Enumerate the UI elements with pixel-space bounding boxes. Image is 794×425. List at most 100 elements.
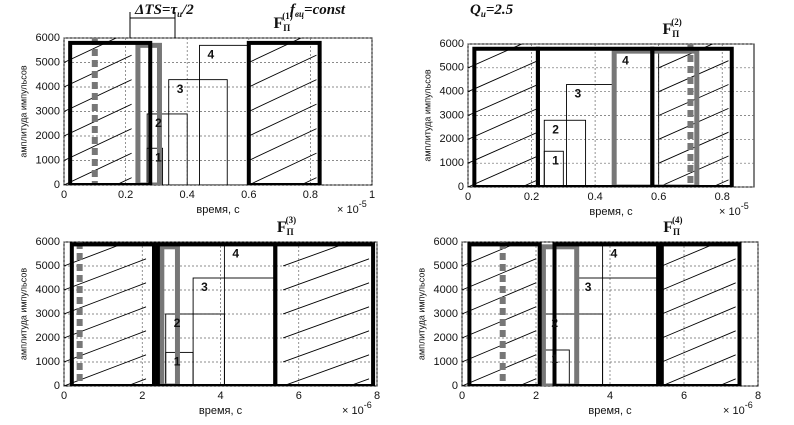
hatch-line — [248, 103, 317, 137]
x-multiplier: × 10-5 — [337, 199, 367, 216]
y-tick-label: 3000 — [434, 308, 458, 320]
x-tick-label: 0 — [459, 390, 465, 402]
hatch-line — [64, 103, 132, 137]
step-label: 1 — [552, 153, 559, 167]
title-sup: (1) — [282, 11, 293, 21]
y-tick-label: 3000 — [36, 308, 60, 320]
x-multiplier-exp: -6 — [364, 400, 372, 410]
hatch-line — [462, 242, 521, 267]
hatch-line — [462, 354, 536, 386]
annotation-text: Q — [470, 2, 481, 18]
y-tick-label: 1000 — [36, 356, 60, 368]
chart-title: FП (1) — [273, 11, 292, 33]
title-main: F — [662, 21, 672, 38]
x-tick-label: 4 — [217, 390, 223, 402]
x-tick-label: 0.4 — [587, 191, 602, 203]
hatch-line — [661, 306, 736, 339]
x-tick-label: 2 — [139, 390, 145, 402]
annotation: fвц=const — [290, 2, 346, 19]
y-tick-label: 4000 — [440, 86, 464, 98]
title-main: F — [277, 219, 287, 236]
x-tick-label: 8 — [755, 390, 761, 402]
hatch-line — [64, 79, 132, 112]
y-axis-label: амплитуда импульсов — [422, 69, 432, 161]
pulse — [650, 46, 734, 187]
hatch-line — [661, 258, 736, 291]
hatch-region — [248, 38, 317, 185]
step — [146, 113, 188, 185]
step-label: 1 — [174, 355, 181, 369]
chart-title: FП (3) — [277, 215, 296, 237]
y-tick-label: 1000 — [440, 157, 464, 169]
chart-title: FП (2) — [662, 17, 681, 39]
subplot: 0 1000 2000 3000 4000 5000 6000 0 0.2 0.4 0.6 0.8 1 в… — [18, 11, 375, 234]
hatch-line — [64, 202, 132, 234]
hatch-line — [283, 282, 370, 315]
y-tick-label: 5000 — [36, 260, 60, 272]
step-label: 3 — [575, 87, 582, 101]
x-multiplier-exp: -5 — [741, 201, 749, 211]
step-label: 2 — [552, 122, 559, 136]
hatch-line — [462, 330, 536, 363]
hatch-line — [468, 107, 538, 140]
x-tick-label: 0.8 — [715, 191, 730, 203]
x-multiplier: × 10-6 — [723, 400, 753, 417]
y-tick-label: 5000 — [434, 260, 458, 272]
hatch-line — [658, 84, 729, 116]
hatch-line — [661, 282, 736, 315]
annotation-sub: вц — [295, 9, 304, 19]
title-sub: П — [283, 23, 290, 33]
hatch-line — [658, 131, 729, 164]
x-tick-label: 8 — [374, 390, 380, 402]
x-axis-label: время, с — [196, 204, 240, 216]
hatch-line — [462, 282, 536, 315]
x-tick-label: 1 — [369, 189, 375, 201]
hatch-region — [658, 44, 729, 187]
hatch-region — [661, 242, 736, 386]
hatch-line — [64, 187, 146, 218]
step-label: 2 — [155, 116, 162, 130]
hatch-line — [248, 54, 317, 88]
x-multiplier-exp: -5 — [359, 199, 367, 209]
annotation-text: ΔTS=τ — [134, 2, 178, 18]
step-label: 4 — [611, 247, 618, 261]
y-tick-label: 2000 — [36, 130, 60, 142]
subplot: 0 1000 2000 3000 4000 5000 6000 0 2 4 6 8 время, с × … — [416, 215, 761, 425]
y-tick-label: 2000 — [36, 332, 60, 344]
x-tick-label: 0.2 — [524, 191, 539, 203]
x-tick-label: 0 — [61, 390, 67, 402]
step-label: 4 — [232, 247, 239, 261]
y-tick-label: 6000 — [36, 32, 60, 44]
x-multiplier-base: × 10 — [723, 405, 745, 417]
hatch-region — [64, 38, 132, 234]
annotation: Qu=2.5 — [470, 2, 514, 19]
x-multiplier: × 10-6 — [342, 400, 372, 417]
hatch-line — [517, 378, 536, 386]
hatch-line — [658, 60, 729, 93]
pulse — [69, 242, 156, 386]
hatch-line — [64, 242, 129, 267]
hatch-region — [283, 242, 370, 386]
step-label: 4 — [622, 53, 629, 67]
x-multiplier-base: × 10 — [342, 405, 364, 417]
hatch-line — [661, 330, 736, 363]
title-sup: (4) — [672, 215, 683, 225]
hatch-line — [248, 79, 317, 112]
x-axis-label: время, с — [589, 206, 633, 218]
x-axis-label: время, с — [199, 405, 243, 417]
title-sup: (3) — [286, 215, 297, 225]
hatch-line — [283, 242, 351, 267]
hatch-line — [64, 128, 132, 161]
hatch-line — [64, 258, 147, 291]
hatch-line — [661, 354, 736, 386]
annotation-sub: u — [177, 9, 182, 19]
plot-area — [467, 43, 755, 188]
step-label: 3 — [201, 280, 208, 294]
x-tick-label: 0 — [465, 191, 471, 203]
y-tick-label: 4000 — [434, 284, 458, 296]
x-tick-label: 6 — [296, 390, 302, 402]
y-tick-label: 0 — [452, 380, 458, 392]
hatch-line — [64, 38, 118, 63]
plot-content — [64, 38, 322, 234]
hatch-line — [462, 403, 536, 425]
